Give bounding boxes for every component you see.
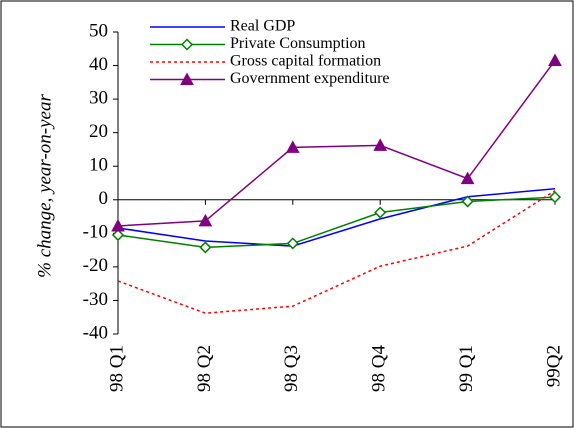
data-point — [111, 218, 125, 232]
legend-label: Gross capital formation — [230, 53, 381, 70]
data-point — [111, 228, 125, 242]
y-tick-label: 40 — [89, 54, 108, 75]
series-line — [117, 196, 556, 249]
data-point — [374, 206, 387, 219]
y-tick-label: -30 — [83, 289, 108, 310]
y-tick-label: 0 — [99, 188, 109, 209]
x-tick-label: 99Q2 — [543, 345, 564, 387]
data-point — [548, 53, 562, 67]
x-tick-label: 98 Q4 — [369, 345, 390, 392]
y-tick-label: -10 — [83, 222, 108, 243]
x-tick-label: 98 Q3 — [281, 345, 302, 392]
y-tick-label: -20 — [83, 255, 108, 276]
legend-label: Private Consumption — [230, 35, 366, 52]
y-axis-label: % change, year-on-year — [34, 94, 55, 278]
y-tick-label: 10 — [89, 155, 108, 176]
legend-label: Real GDP — [230, 18, 295, 35]
data-point — [285, 140, 300, 153]
data-point — [461, 195, 474, 208]
data-point — [460, 171, 475, 185]
series-line — [117, 60, 556, 227]
data-point — [286, 237, 299, 250]
legend-marker — [180, 38, 194, 51]
x-tick-label: 99 Q1 — [456, 345, 477, 392]
y-tick-label: -40 — [83, 322, 108, 343]
y-tick-label: 30 — [89, 87, 108, 108]
data-point — [199, 241, 212, 254]
x-tick-label: 98 Q1 — [106, 345, 127, 392]
y-tick-label: 50 — [89, 20, 108, 41]
legend-marker — [180, 72, 194, 85]
data-point — [373, 138, 388, 151]
series-line — [117, 190, 556, 314]
x-tick-label: 98 Q2 — [194, 345, 215, 392]
data-point — [198, 213, 213, 227]
data-point — [548, 191, 562, 204]
legend-label: Government expenditure — [230, 70, 390, 87]
series-line — [117, 187, 556, 247]
y-tick-label: 20 — [89, 121, 108, 142]
